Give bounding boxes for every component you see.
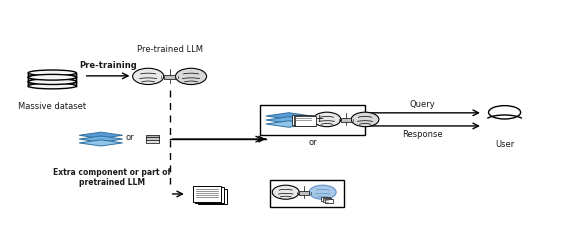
Ellipse shape xyxy=(28,83,76,89)
FancyBboxPatch shape xyxy=(146,140,159,144)
FancyBboxPatch shape xyxy=(292,115,313,125)
Bar xyxy=(28,73,76,86)
Text: Massive dataset: Massive dataset xyxy=(18,102,86,111)
Polygon shape xyxy=(266,121,312,127)
FancyBboxPatch shape xyxy=(146,138,159,141)
Ellipse shape xyxy=(28,70,76,76)
Polygon shape xyxy=(79,140,123,146)
FancyBboxPatch shape xyxy=(341,118,351,122)
FancyBboxPatch shape xyxy=(146,135,159,138)
Text: User: User xyxy=(495,140,514,149)
FancyBboxPatch shape xyxy=(323,198,331,202)
Text: Response: Response xyxy=(402,130,443,138)
FancyBboxPatch shape xyxy=(296,116,316,126)
FancyBboxPatch shape xyxy=(299,191,309,195)
Ellipse shape xyxy=(313,112,341,127)
Polygon shape xyxy=(79,136,123,142)
Text: Extra component or part of
pretrained LLM: Extra component or part of pretrained LL… xyxy=(53,168,171,187)
Polygon shape xyxy=(79,132,123,138)
Ellipse shape xyxy=(133,68,164,84)
Ellipse shape xyxy=(351,112,379,127)
Text: Query: Query xyxy=(410,100,436,109)
FancyBboxPatch shape xyxy=(270,180,344,207)
FancyBboxPatch shape xyxy=(195,187,224,203)
Ellipse shape xyxy=(28,74,76,80)
Text: or: or xyxy=(125,133,134,142)
Text: +: + xyxy=(315,114,324,124)
FancyBboxPatch shape xyxy=(164,75,175,79)
Ellipse shape xyxy=(28,79,76,84)
Ellipse shape xyxy=(28,79,76,84)
Text: Pre-trained LLM: Pre-trained LLM xyxy=(137,45,203,54)
Ellipse shape xyxy=(309,185,336,199)
Polygon shape xyxy=(266,113,312,119)
Ellipse shape xyxy=(28,74,76,80)
FancyBboxPatch shape xyxy=(261,105,365,135)
Ellipse shape xyxy=(272,185,299,199)
Text: Pre-training: Pre-training xyxy=(79,61,137,70)
FancyBboxPatch shape xyxy=(198,189,227,204)
FancyBboxPatch shape xyxy=(321,197,329,201)
FancyBboxPatch shape xyxy=(294,116,315,126)
Ellipse shape xyxy=(176,68,207,84)
Text: or: or xyxy=(308,138,317,147)
FancyBboxPatch shape xyxy=(325,198,333,203)
FancyBboxPatch shape xyxy=(192,186,221,202)
Polygon shape xyxy=(266,117,312,123)
